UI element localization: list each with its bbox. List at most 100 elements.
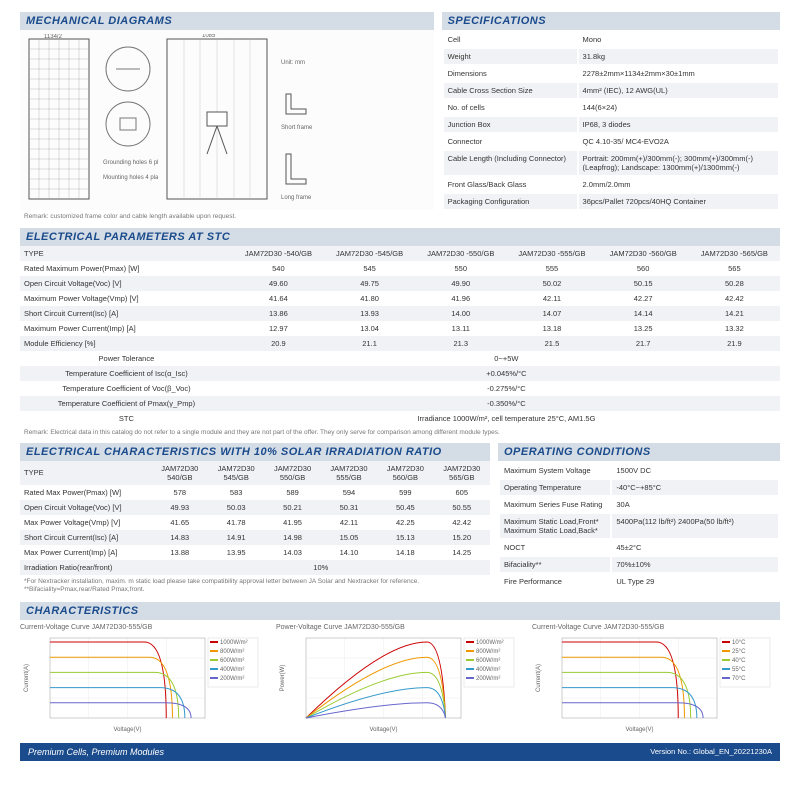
spec-label: Weight [444,49,577,64]
spec-label: Packaging Configuration [444,194,577,209]
stc-cell: 13.11 [415,321,506,336]
stc-cell: 13.86 [233,306,324,321]
mech-diagram: 1134/2 Grounding holes 6 places Mounting… [20,30,434,210]
stc-cell: 42.11 [506,291,597,306]
oper-table: Maximum System Voltage1500V DCOperating … [498,461,780,591]
stc-cell: 13.93 [324,306,415,321]
stc-cell: 50.28 [689,276,780,291]
mech-col: MECHANICAL DIAGRAMS 1134/2 Grounding hol… [20,12,434,224]
svg-text:55°C: 55°C [732,667,746,673]
model-col: JAM72D30 -540/GB [233,246,324,261]
stc-cell: 13.04 [324,321,415,336]
chart-title: Power-Voltage Curve JAM72D30-555/GB [276,624,524,631]
svg-text:Voltage(V): Voltage(V) [369,727,397,733]
stc-cell: Maximum Power Current(Imp) [A] [20,321,233,336]
irr-cell: Short Circuit Current(Isc) [A] [20,530,152,545]
type-col: TYPE [20,246,233,261]
irr-cell: 42.42 [434,515,490,530]
model-col: JAM72D30 550/GB [264,461,320,485]
irr-cell: 50.21 [264,500,320,515]
spec-val: 31.8kg [579,49,778,64]
irr-col: ELECTRICAL CHARACTERISTICS WITH 10% SOLA… [20,443,490,598]
stc-cell: 14.21 [689,306,780,321]
ratio-val: 10% [152,560,490,575]
stc-cell: 21.3 [415,336,506,351]
stc-full-val: -0.350%/°C [233,396,780,411]
chart-svg: 1000W/m²800W/m²600W/m²400W/m²200W/m² Vol… [20,633,260,733]
stc-cell: Open Circuit Voltage(Voc) [V] [20,276,233,291]
irr-title: ELECTRICAL CHARACTERISTICS WITH 10% SOLA… [20,443,490,461]
irr-cell: 42.25 [377,515,433,530]
panel-back-svg: 1085 [162,34,272,204]
stc-full-val: Irradiance 1000W/m², cell temperature 25… [233,411,780,426]
oper-val: 30A [612,497,778,512]
stc-cell: Short Circuit Current(Isc) [A] [20,306,233,321]
spec-table: CellMonoWeight31.8kgDimensions2278±2mm×1… [442,30,780,211]
irr-cell: 50.31 [321,500,377,515]
stc-cell: 560 [598,261,689,276]
svg-text:1000W/m²: 1000W/m² [476,640,504,646]
svg-text:800W/m²: 800W/m² [220,649,244,655]
irr-cell: 578 [152,485,208,500]
stc-cell: 21.1 [324,336,415,351]
panel-detail-svg: Grounding holes 6 places Mounting holes … [98,34,158,204]
stc-cell: 42.27 [598,291,689,306]
svg-text:1000W/m²: 1000W/m² [220,640,248,646]
spec-label: Dimensions [444,66,577,81]
svg-text:1085: 1085 [202,34,216,39]
oper-val: 45±2°C [612,540,778,555]
irr-cell: 14.98 [264,530,320,545]
svg-text:70°C: 70°C [732,676,746,682]
irr-table: TYPEJAM72D30 540/GBJAM72D30 545/GBJAM72D… [20,461,490,575]
spec-label: Cell [444,32,577,47]
irr-cell: 583 [208,485,264,500]
stc-full-label: Temperature Coefficient of Pmax(γ_Pmp) [20,396,233,411]
mid-row: ELECTRICAL CHARACTERISTICS WITH 10% SOLA… [20,443,780,598]
irr-cell: 41.95 [264,515,320,530]
irr-cell: 49.93 [152,500,208,515]
stc-full-val: 0~+5W [233,351,780,366]
svg-text:Power(W): Power(W) [280,664,286,691]
spec-label: Connector [444,134,577,149]
stc-cell: Maximum Power Voltage(Vmp) [V] [20,291,233,306]
stc-cell: 12.97 [233,321,324,336]
irr-cell: 594 [321,485,377,500]
spec-val: 2278±2mm×1134±2mm×30±1mm [579,66,778,81]
stc-note: Remark: Electrical data in this catalog … [20,426,780,440]
stc-cell: 14.00 [415,306,506,321]
irr-cell: 41.65 [152,515,208,530]
char-title: CHARACTERISTICS [20,602,780,620]
stc-cell: 41.96 [415,291,506,306]
svg-text:400W/m²: 400W/m² [220,667,244,673]
oper-col: OPERATING CONDITIONS Maximum System Volt… [498,443,780,598]
stc-cell: 14.07 [506,306,597,321]
svg-text:Grounding holes 6 places: Grounding holes 6 places [103,160,158,166]
stc-cell: Module Efficiency [%] [20,336,233,351]
stc-full-label: Power Tolerance [20,351,233,366]
spec-title: SPECIFICATIONS [442,12,780,30]
irr-cell: Max Power Voltage(Vmp) [V] [20,515,152,530]
oper-val: 1500V DC [612,463,778,478]
svg-text:Long frame: Long frame [281,195,312,201]
model-col: JAM72D30 -565/GB [689,246,780,261]
model-col: JAM72D30 540/GB [152,461,208,485]
stc-full-val: +0.045%/°C [233,366,780,381]
footer-bar: Premium Cells, Premium Modules Version N… [20,743,780,761]
stc-cell: 49.75 [324,276,415,291]
spec-val: IP68, 3 diodes [579,117,778,132]
irr-note: *For Nextracker installation, maxim. m s… [20,575,490,598]
type-col: TYPE [20,461,152,485]
spec-col: SPECIFICATIONS CellMonoWeight31.8kgDimen… [442,12,780,224]
irr-cell: 15.13 [377,530,433,545]
spec-val: 144(6×24) [579,100,778,115]
stc-cell: Rated Maximum Power(Pmax) [W] [20,261,233,276]
oper-label: Maximum System Voltage [500,463,610,478]
irr-cell: 15.05 [321,530,377,545]
mech-title: MECHANICAL DIAGRAMS [20,12,434,30]
spec-label: Cable Cross Section Size [444,83,577,98]
irr-cell: 589 [264,485,320,500]
stc-cell: 21.7 [598,336,689,351]
stc-full-label: Temperature Coefficient of Voc(β_Voc) [20,381,233,396]
spec-label: Cable Length (Including Connector) [444,151,577,175]
svg-text:Mounting holes 4 places: Mounting holes 4 places [103,175,158,181]
